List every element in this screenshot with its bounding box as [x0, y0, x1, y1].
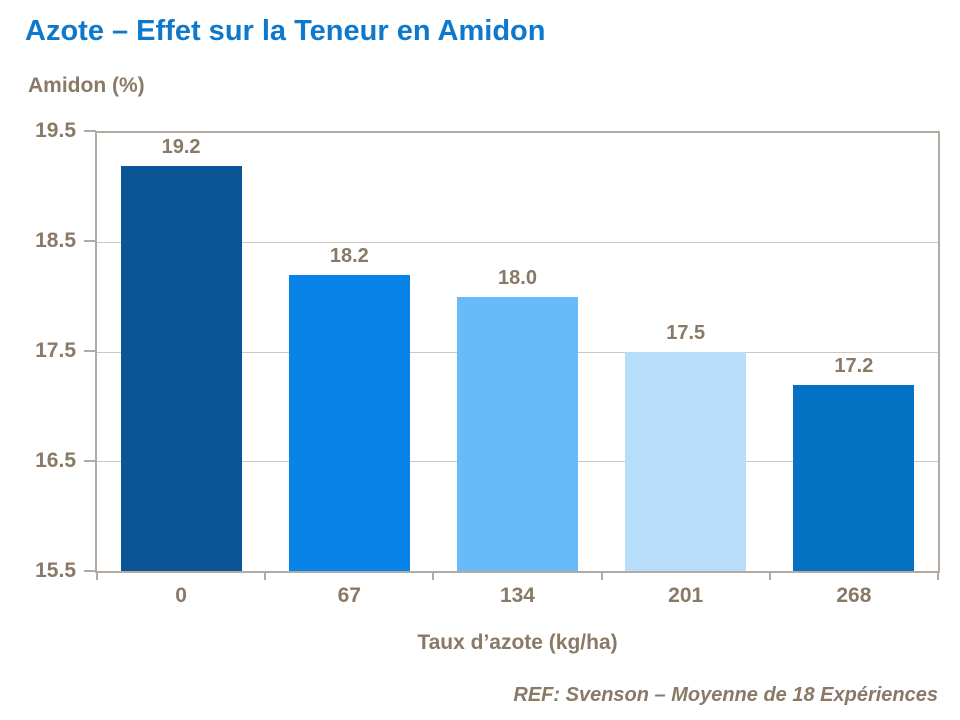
x-category-label: 134 [499, 584, 535, 607]
y-tick-label: 17.5 [35, 339, 76, 362]
y-tick-label: 15.5 [35, 559, 76, 582]
x-category-label: 67 [337, 584, 361, 607]
y-tick-label: 18.5 [35, 229, 76, 252]
chart-title: Azote – Effet sur la Teneur en Amidon [25, 15, 546, 47]
bar-value-label: 19.2 [161, 135, 201, 158]
y-axis-tick [84, 240, 96, 242]
x-axis-tick [600, 572, 603, 580]
y-tick-label: 16.5 [35, 449, 76, 472]
y-axis-tick [84, 570, 96, 572]
x-category-label: 268 [836, 584, 872, 607]
x-category-label: 0 [175, 584, 187, 607]
x-axis-tick [96, 572, 98, 580]
bar [625, 352, 747, 571]
x-axis-tick [264, 572, 267, 580]
bar [793, 384, 915, 571]
plot-area: 19.2 18.2 18.0 17.5 17.2 [95, 131, 940, 573]
y-axis-title: Amidon (%) [28, 74, 145, 97]
bar [288, 275, 410, 571]
y-axis-tick [84, 460, 96, 462]
x-axis-title: Taux d’azote (kg/ha) [417, 631, 618, 654]
bar-value-label: 18.2 [329, 245, 369, 268]
y-axis-tick [84, 350, 96, 352]
x-category-label: 201 [668, 584, 704, 607]
bar [457, 297, 578, 571]
bar-value-label: 17.5 [666, 322, 706, 344]
reference-text: REF: Svenson – Moyenne de 18 Expériences [513, 684, 938, 706]
gridline [97, 242, 938, 243]
x-axis-tick [768, 572, 771, 580]
bar [120, 165, 242, 571]
bar-value-label: 18.0 [498, 267, 537, 290]
y-tick-label: 19.5 [35, 119, 76, 142]
x-axis-tick [432, 572, 435, 580]
bar-value-label: 17.2 [834, 354, 874, 377]
y-axis-tick [84, 130, 96, 132]
x-axis-tick [937, 572, 939, 580]
